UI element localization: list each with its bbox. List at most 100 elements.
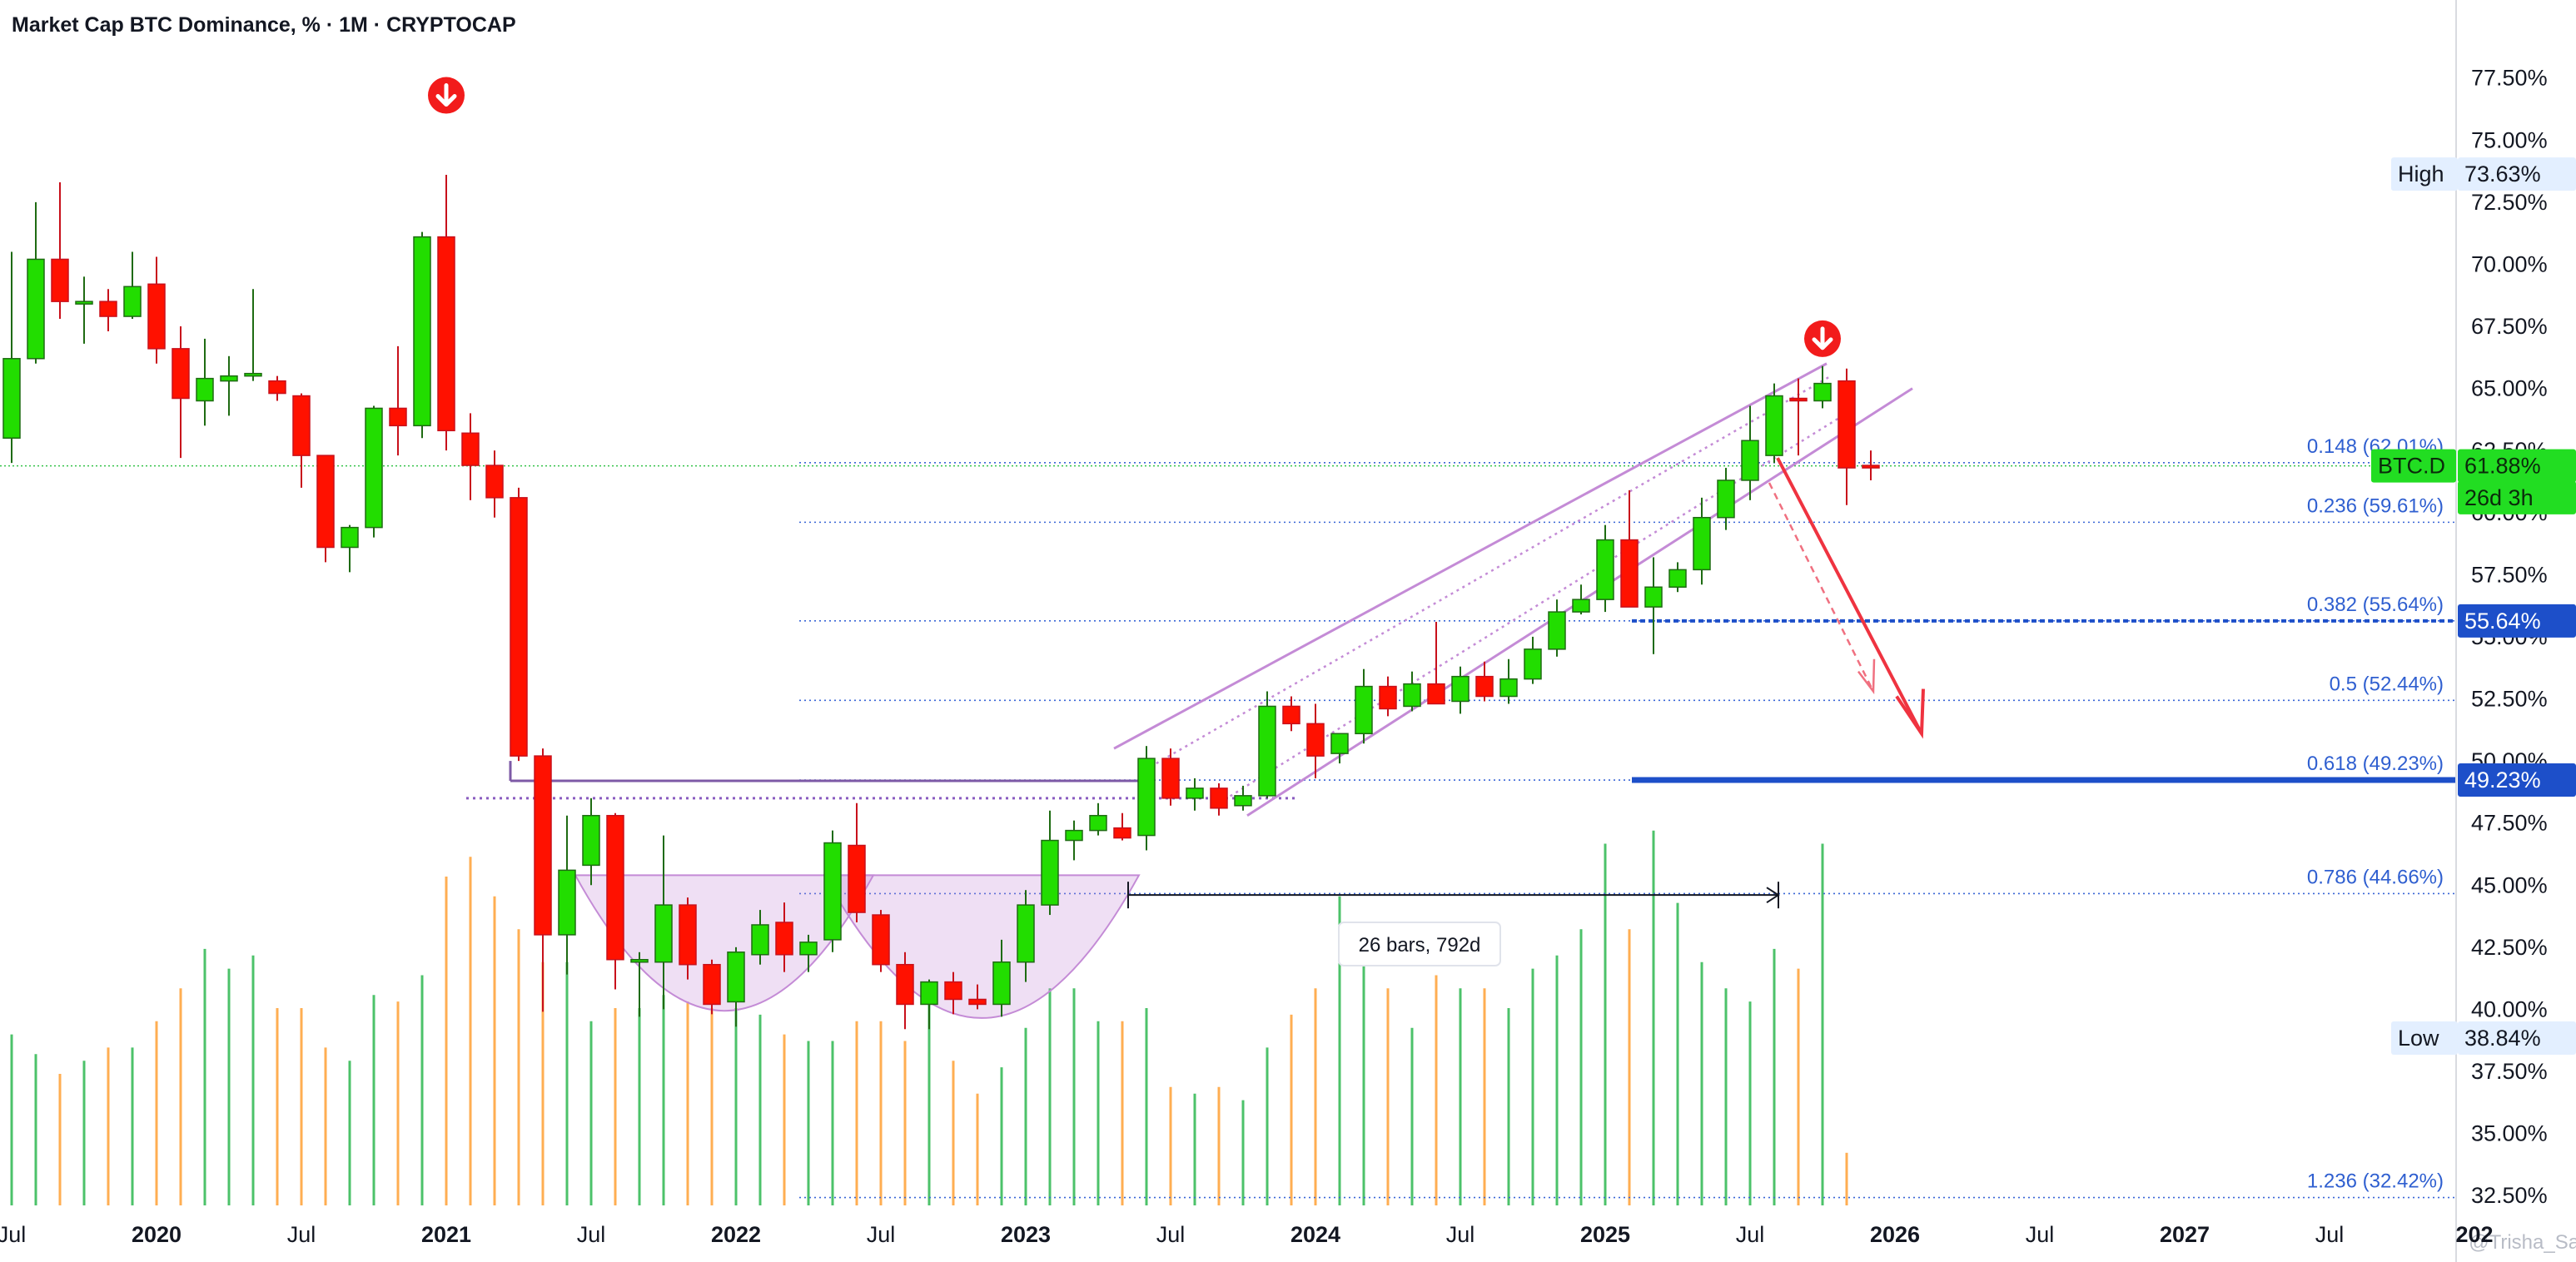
candle-body bbox=[147, 283, 166, 350]
projection-arrowhead bbox=[1895, 688, 1925, 739]
measure-label: 26 bars, 792d bbox=[1359, 934, 1481, 956]
candle-body bbox=[1813, 382, 1832, 402]
low-value-tag: 38.84% bbox=[2464, 1026, 2541, 1051]
candle-body bbox=[1862, 465, 1880, 469]
candle-body bbox=[1379, 685, 1397, 710]
projection-arrowhead-dashed bbox=[1857, 658, 1876, 695]
candle-body bbox=[1693, 516, 1711, 571]
candle-body bbox=[896, 963, 914, 1006]
candle-body bbox=[1572, 599, 1590, 613]
candles bbox=[2, 175, 1880, 1030]
candle-body bbox=[799, 942, 818, 956]
candle-body bbox=[389, 407, 407, 427]
cup-right-bowl bbox=[823, 874, 1141, 1019]
fib-level-label: 0.618 (49.23%) bbox=[2307, 753, 2444, 775]
current-value-tag-bg bbox=[2458, 449, 2576, 483]
price-tags: High 73.63% Low 38.84% BTC.D 61.88% 26d 3h 55.6… bbox=[2371, 157, 2576, 1056]
candle-body bbox=[485, 465, 504, 499]
candle-body bbox=[992, 961, 1011, 1006]
x-tick-label: 2024 bbox=[1290, 1222, 1340, 1247]
candle-body bbox=[123, 286, 142, 317]
candle-body bbox=[2, 358, 21, 439]
peak-marker-2025-arrow bbox=[1812, 326, 1833, 350]
candle-body bbox=[99, 301, 117, 317]
low-label-tag: Low bbox=[2398, 1026, 2439, 1051]
candle-body bbox=[268, 380, 286, 395]
channel-upper bbox=[1113, 362, 1828, 750]
y-tick-label: 45.00% bbox=[2471, 872, 2548, 897]
candle-body bbox=[1065, 829, 1083, 842]
x-tick-label: Jul bbox=[0, 1222, 26, 1247]
projection-arrow-dashed bbox=[1768, 482, 1875, 693]
y-tick-label: 65.00% bbox=[2471, 376, 2548, 401]
x-tick-label: 2021 bbox=[421, 1222, 471, 1247]
candle-body bbox=[1403, 683, 1421, 708]
fib-level-label: 0.5 (52.44%) bbox=[2330, 673, 2444, 695]
candle-body bbox=[1741, 440, 1759, 481]
y-tick-label: 42.50% bbox=[2471, 935, 2548, 960]
measure-arrowhead bbox=[1766, 887, 1780, 904]
candle-body bbox=[1089, 814, 1107, 832]
x-tick-label: 202 bbox=[2455, 1222, 2493, 1247]
candle-body bbox=[510, 497, 528, 757]
candle-body bbox=[1306, 723, 1325, 757]
x-tick-label: Jul bbox=[1156, 1222, 1186, 1247]
high-value-tag: 73.63% bbox=[2464, 161, 2541, 186]
candle-body bbox=[1355, 685, 1373, 735]
candle-body bbox=[1524, 648, 1542, 680]
candle-body bbox=[1113, 827, 1131, 839]
x-tick-label: Jul bbox=[867, 1222, 896, 1247]
candle-body bbox=[558, 869, 576, 936]
x-tick-label: 2020 bbox=[132, 1222, 182, 1247]
level-49-tag: 49.23% bbox=[2464, 768, 2541, 792]
candle-body bbox=[196, 377, 214, 402]
candle-body bbox=[1620, 539, 1639, 608]
candle-body bbox=[703, 963, 721, 1006]
symbol-tag-bg bbox=[2371, 449, 2456, 483]
x-tick-label: 2027 bbox=[2160, 1222, 2210, 1247]
candle-body bbox=[292, 395, 311, 456]
y-tick-label: 77.50% bbox=[2471, 66, 2548, 91]
candle-body bbox=[1499, 678, 1518, 698]
y-tick-label: 52.50% bbox=[2471, 687, 2548, 712]
measure-label-box bbox=[1338, 922, 1501, 966]
annotations: 26 bars, 792d @Trisha_Saha bbox=[428, 77, 2576, 1254]
y-tick-label: 32.50% bbox=[2471, 1183, 2548, 1208]
y-tick-label: 67.50% bbox=[2471, 314, 2548, 339]
high-label-tag-bg bbox=[2391, 157, 2458, 191]
y-tick-label: 37.50% bbox=[2471, 1059, 2548, 1084]
watermark-text: @Trisha_Saha bbox=[2469, 1231, 2576, 1254]
candle-body bbox=[1596, 539, 1614, 600]
candle-body bbox=[316, 455, 335, 549]
candle-body bbox=[1234, 795, 1252, 807]
candle-body bbox=[944, 981, 962, 1001]
candle-body bbox=[220, 375, 238, 382]
low-value-tag-bg bbox=[2458, 1021, 2576, 1056]
high-value-tag-bg bbox=[2458, 157, 2576, 191]
low-label-tag-bg bbox=[2391, 1021, 2458, 1056]
x-tick-label: Jul bbox=[1736, 1222, 1765, 1247]
time-axis[interactable]: Jul 2020 Jul 2021 Jul 2022 Jul 2023 Jul 2024 Jul 20… bbox=[0, 1222, 2494, 1247]
candle-body bbox=[751, 924, 769, 956]
candle-body bbox=[1258, 705, 1276, 797]
y-tick-label: 72.50% bbox=[2471, 190, 2548, 215]
candle-body bbox=[172, 348, 190, 400]
level-49-tag-bg bbox=[2458, 763, 2576, 797]
x-tick-label: Jul bbox=[287, 1222, 316, 1247]
candle-body bbox=[1137, 758, 1156, 837]
chart-title: Market Cap BTC Dominance, % · 1M · CRYPT… bbox=[12, 13, 516, 37]
fib-level-label: 0.382 (55.64%) bbox=[2307, 594, 2444, 616]
candle-body bbox=[1210, 788, 1228, 809]
high-label-tag: High bbox=[2398, 161, 2444, 186]
candle-body bbox=[1282, 705, 1300, 725]
candle-body bbox=[823, 842, 842, 941]
candle-body bbox=[872, 914, 890, 966]
candle-body bbox=[413, 236, 431, 427]
candle-body bbox=[848, 844, 866, 913]
y-tick-label: 70.00% bbox=[2471, 251, 2548, 276]
current-value-tag: 61.88% bbox=[2464, 454, 2541, 479]
y-tick-label: 47.50% bbox=[2471, 811, 2548, 836]
x-tick-label: 2026 bbox=[1870, 1222, 1920, 1247]
